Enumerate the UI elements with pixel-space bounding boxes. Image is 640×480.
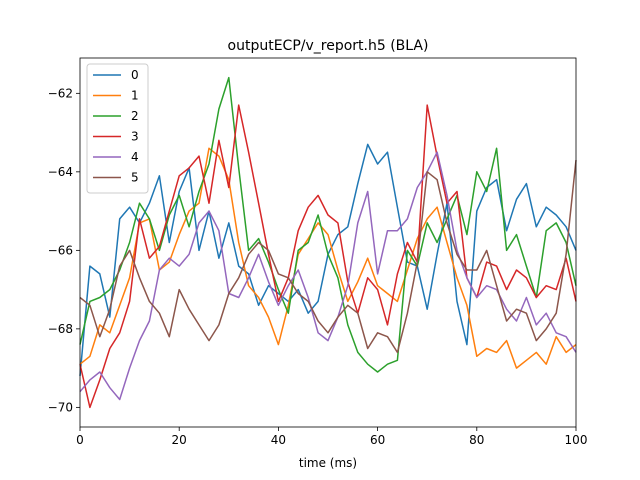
- series-line-5: [79, 160, 577, 354]
- legend-label-1: 1: [131, 89, 139, 103]
- series-line-2: [79, 76, 577, 373]
- x-tick-label: 20: [172, 433, 187, 447]
- series-line-3: [79, 104, 577, 409]
- x-tick-label: 40: [271, 433, 286, 447]
- series-line-4: [79, 151, 577, 401]
- chart-title: outputECP/v_report.h5 (BLA): [228, 38, 429, 54]
- y-tick-label: −70: [48, 400, 73, 414]
- x-axis-label: time (ms): [299, 456, 357, 470]
- y-tick-label: −66: [48, 243, 73, 257]
- legend-frame: [86, 63, 149, 194]
- y-tick-label: −68: [48, 322, 73, 336]
- series-line-1: [79, 147, 577, 369]
- legend-label-5: 5: [131, 171, 139, 185]
- legend-label-2: 2: [131, 109, 139, 123]
- legend-label-3: 3: [131, 130, 139, 144]
- x-tick-label: 0: [76, 433, 84, 447]
- y-tick-label: −62: [48, 86, 73, 100]
- x-axis: 0 20 40 60 80 100: [76, 427, 587, 447]
- x-tick-label: 100: [565, 433, 588, 447]
- legend-label-0: 0: [131, 68, 139, 82]
- plot-frame: [79, 57, 577, 428]
- x-tick-label: 80: [469, 433, 484, 447]
- plot-lines: [79, 76, 577, 409]
- y-axis: −70 −68 −66 −64 −62: [48, 86, 80, 414]
- legend: 0 1 2 3 4 5: [86, 63, 149, 194]
- y-tick-label: −64: [48, 165, 73, 179]
- x-tick-label: 60: [370, 433, 385, 447]
- legend-label-4: 4: [131, 150, 139, 164]
